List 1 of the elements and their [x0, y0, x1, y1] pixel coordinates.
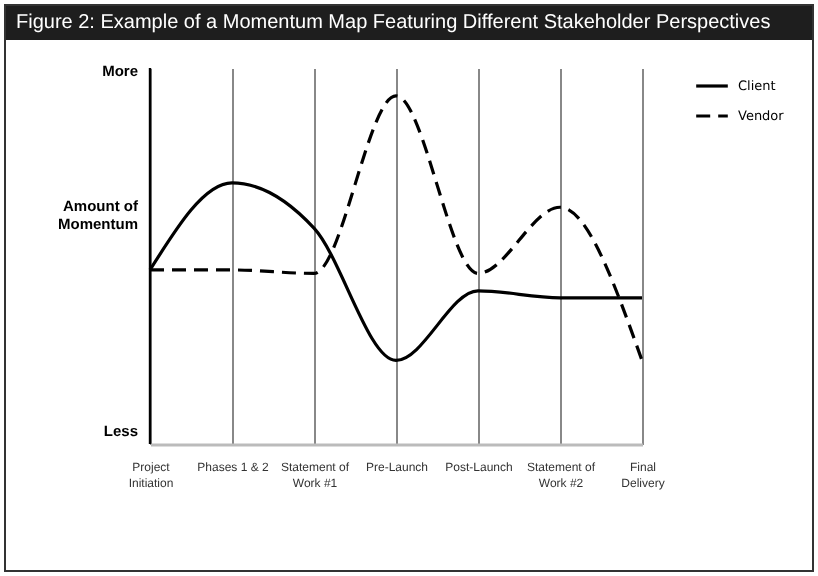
- chart-title: Figure 2: Example of a Momentum Map Featuring Different Stakeholder Perspectives: [6, 6, 812, 40]
